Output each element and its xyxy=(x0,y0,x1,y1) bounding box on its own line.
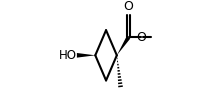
Polygon shape xyxy=(117,36,130,55)
Text: O: O xyxy=(136,31,146,44)
Text: HO: HO xyxy=(58,49,76,62)
Polygon shape xyxy=(77,53,95,58)
Text: O: O xyxy=(124,0,133,13)
